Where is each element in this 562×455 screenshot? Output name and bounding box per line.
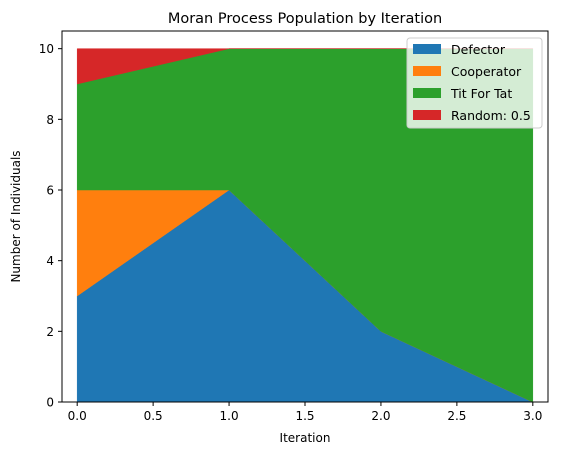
- x-tick-label: 1.0: [220, 409, 239, 423]
- y-tick-label: 0: [46, 396, 54, 410]
- legend-swatch-random-0-5: [413, 110, 441, 120]
- legend-label-defector: Defector: [451, 42, 506, 57]
- x-tick-label: 0.5: [144, 409, 163, 423]
- legend-label-cooperator: Cooperator: [451, 64, 522, 79]
- y-axis-ticks: 0 2 4 6 8 10: [39, 42, 62, 410]
- legend-box: [406, 37, 543, 129]
- y-tick-label: 4: [46, 254, 54, 268]
- x-tick-label: 1.5: [295, 409, 314, 423]
- legend-label-random-0-5: Random: 0.5: [451, 108, 531, 123]
- x-tick-label: 0.0: [68, 409, 87, 423]
- legend-swatch-defector: [413, 44, 441, 54]
- x-tick-label: 3.0: [523, 409, 542, 423]
- x-axis-ticks: 0.0 0.5 1.0 1.5 2.0 2.5 3.0: [68, 402, 542, 423]
- x-tick-label: 2.5: [447, 409, 466, 423]
- legend-label-tit-for-tat: Tit For Tat: [450, 86, 512, 101]
- x-axis-label: Iteration: [280, 431, 331, 445]
- legend-swatch-cooperator: [413, 66, 441, 76]
- y-axis-label: Number of Individuals: [9, 150, 23, 282]
- legend-swatch-tit-for-tat: [413, 88, 441, 98]
- y-tick-label: 10: [39, 42, 54, 56]
- y-tick-label: 8: [46, 113, 54, 127]
- chart-title: Moran Process Population by Iteration: [168, 11, 442, 27]
- x-tick-label: 2.0: [371, 409, 390, 423]
- legend: Defector Cooperator Tit For Tat Random: 0.5: [406, 37, 543, 129]
- y-tick-label: 6: [46, 184, 54, 198]
- y-tick-label: 2: [46, 325, 54, 339]
